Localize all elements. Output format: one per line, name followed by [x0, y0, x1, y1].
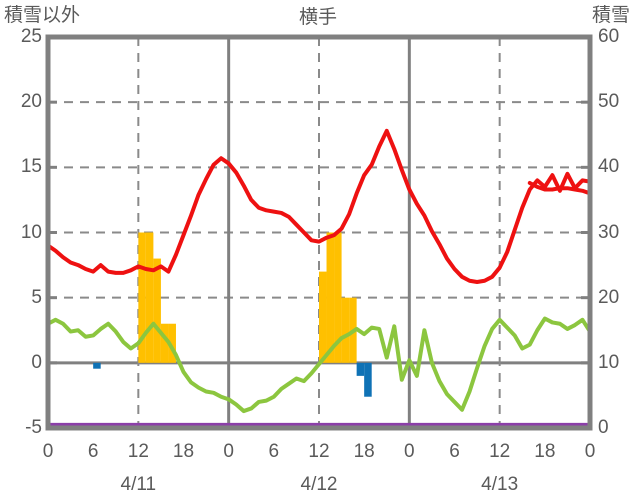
x-axis-tick-6: 12: [308, 441, 330, 462]
x-axis-tick-2: 12: [127, 441, 149, 462]
y-axis-tick-left-2: 15: [20, 156, 42, 178]
x-axis-tick-0: 0: [42, 441, 54, 462]
y-axis-tick-left-0: 25: [20, 26, 42, 47]
x-axis-tick-7: 18: [353, 441, 375, 462]
y-axis-tick-left-4: 5: [31, 286, 42, 308]
x-axis-date-label-1: 4/12: [300, 474, 338, 495]
x-axis-tick-10: 12: [489, 441, 511, 462]
plot-frame: [45, 34, 593, 431]
y-axis-tick-right-4: 20: [598, 286, 620, 308]
x-axis-date-label-2: 4/13: [481, 474, 519, 495]
bar-series-snowfall: [93, 362, 372, 397]
x-axis-tick-4: 0: [223, 441, 234, 462]
line-series-temperature_day3_tail: [527, 180, 592, 196]
bars-layer: [93, 232, 372, 397]
y-axis-tick-right-3: 30: [598, 221, 620, 243]
x-axis-tick-1: 6: [87, 441, 99, 462]
y-axis-tick-left-1: 20: [20, 91, 42, 113]
x-axis-tick-11: 18: [534, 441, 556, 462]
line-series-dewpoint: [46, 316, 592, 414]
line-series-temperature: [46, 128, 592, 285]
page-title: 横手: [298, 7, 337, 28]
y-axis-tick-left-3: 10: [20, 221, 42, 243]
y-axis-tick-right-0: 60: [598, 26, 620, 47]
x-axis-tick-3: 18: [172, 441, 195, 462]
x-axis-tick-9: 6: [449, 441, 460, 462]
x-axis-tick-8: 0: [404, 441, 415, 462]
y-axis-tick-right-6: 0: [598, 417, 609, 438]
y-axis-tick-left-5: 0: [31, 351, 42, 373]
y-axis-tick-left-6: -5: [25, 417, 42, 438]
lines-layer: [45, 128, 593, 428]
x-axis-tick-12: 0: [584, 441, 596, 462]
grid-layer: [48, 37, 590, 428]
y-axis-tick-right-2: 40: [598, 156, 620, 178]
y-axis-tick-right-1: 50: [598, 91, 620, 113]
x-axis-date-label-0: 4/11: [120, 474, 157, 495]
x-axis-tick-5: 6: [268, 441, 280, 462]
y-axis-tick-right-5: 10: [598, 351, 620, 373]
right-axis-title: 積雪: [591, 5, 630, 26]
left-axis-title: 積雪以外: [4, 5, 81, 26]
